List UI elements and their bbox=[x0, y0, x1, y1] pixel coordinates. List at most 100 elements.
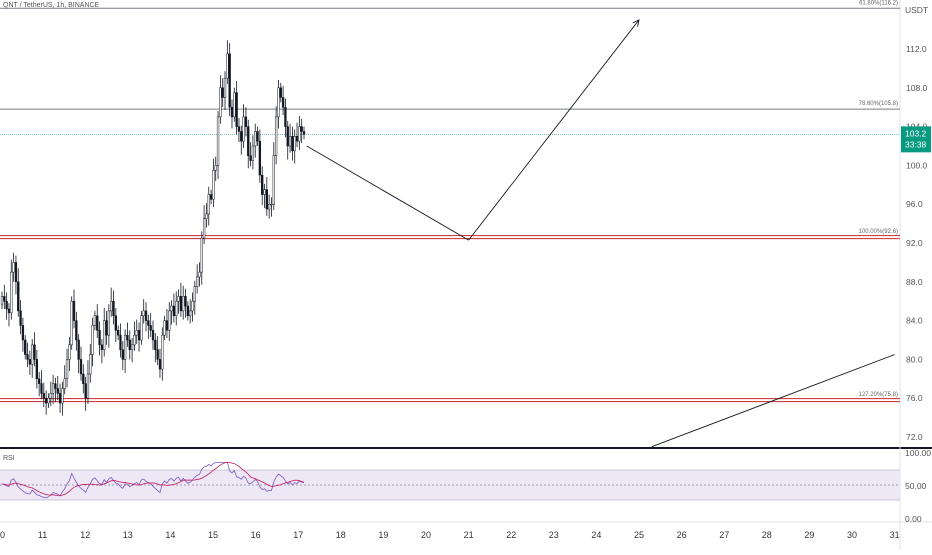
candle-body bbox=[61, 388, 64, 404]
candle-body bbox=[221, 87, 224, 98]
candle-body bbox=[77, 339, 80, 360]
candle-body bbox=[28, 359, 32, 365]
candle-body bbox=[191, 300, 194, 312]
x-tick-label: 24 bbox=[591, 530, 601, 540]
candle-body bbox=[168, 310, 171, 331]
candle-body bbox=[302, 131, 306, 135]
candle-body bbox=[107, 310, 111, 336]
candle-body bbox=[172, 305, 176, 316]
candle-body bbox=[14, 262, 18, 283]
projection-arrowhead bbox=[632, 19, 640, 27]
candle-body bbox=[112, 300, 115, 317]
candle-body bbox=[223, 77, 227, 98]
candle-body bbox=[247, 126, 250, 156]
projection-line bbox=[306, 145, 469, 241]
candle-body bbox=[79, 359, 83, 375]
candle-body bbox=[161, 334, 164, 370]
candle-body bbox=[151, 330, 155, 341]
candle-body bbox=[251, 145, 255, 161]
candle-body bbox=[291, 136, 294, 152]
x-tick-label: 10 bbox=[0, 530, 5, 540]
candle-body bbox=[119, 334, 122, 350]
candle-body bbox=[40, 383, 43, 394]
candle-body bbox=[244, 116, 248, 127]
candle-body bbox=[263, 189, 266, 195]
candle-body bbox=[75, 320, 78, 341]
y-tick-label: 88.0 bbox=[906, 277, 923, 287]
candle-body bbox=[242, 116, 245, 142]
candle-body bbox=[286, 126, 289, 147]
candle-body bbox=[249, 155, 252, 161]
candle-body bbox=[228, 53, 231, 108]
candle-body bbox=[212, 170, 215, 200]
x-tick-label: 23 bbox=[549, 530, 559, 540]
x-tick-label: 11 bbox=[38, 530, 47, 540]
rsi-tick-label: 100.00 bbox=[905, 448, 931, 458]
candle-body bbox=[128, 339, 131, 350]
x-tick-label: 19 bbox=[378, 530, 388, 540]
fib-level-label: 100.00%(92.6) bbox=[859, 229, 898, 235]
candle-body bbox=[200, 237, 203, 273]
candle-body bbox=[5, 300, 8, 310]
candle-body bbox=[84, 383, 87, 399]
candle-body bbox=[144, 310, 148, 321]
candle-body bbox=[156, 349, 159, 360]
candle-body bbox=[277, 87, 280, 118]
candle-body bbox=[12, 262, 15, 273]
candle-body bbox=[261, 174, 264, 195]
x-tick-label: 18 bbox=[336, 530, 346, 540]
candle-body bbox=[154, 339, 157, 350]
candle-body bbox=[0, 296, 4, 305]
fib-level-label: 61.80%(116.2) bbox=[859, 0, 898, 6]
candle-body bbox=[214, 165, 217, 171]
candle-body bbox=[226, 53, 229, 79]
candle-body bbox=[209, 194, 213, 200]
projection-line bbox=[468, 19, 640, 241]
candle-body bbox=[17, 281, 20, 312]
y-tick-label: 96.0 bbox=[906, 199, 923, 209]
y-tick-label: 108.0 bbox=[906, 83, 928, 93]
fib-level-label: 78.60%(105.8) bbox=[859, 101, 898, 107]
candle-body bbox=[149, 325, 152, 331]
candle-body bbox=[184, 296, 187, 307]
x-tick-label: 29 bbox=[804, 530, 814, 540]
candle-body bbox=[82, 373, 85, 384]
symbol-title: QNT / TetherUS, 1h, BINANCE bbox=[3, 2, 100, 9]
candle-body bbox=[103, 320, 106, 350]
candle-body bbox=[147, 320, 150, 326]
candle-body bbox=[256, 131, 259, 142]
candle-body bbox=[63, 378, 66, 389]
candle-body bbox=[240, 131, 243, 142]
candle-body bbox=[130, 344, 134, 350]
candle-body bbox=[230, 106, 234, 118]
candle-body bbox=[24, 339, 27, 355]
candle-body bbox=[202, 218, 206, 239]
x-tick-label: 22 bbox=[506, 530, 516, 540]
candle-body bbox=[235, 92, 238, 127]
x-tick-label: 20 bbox=[421, 530, 431, 540]
candle-body bbox=[54, 383, 57, 389]
candle-body bbox=[110, 300, 113, 312]
x-tick-label: 31 bbox=[890, 530, 900, 540]
price-badge bbox=[901, 126, 931, 153]
candle-body bbox=[165, 320, 169, 331]
x-tick-label: 13 bbox=[123, 530, 133, 540]
rsi-ma-line bbox=[1, 462, 305, 496]
candle-body bbox=[158, 359, 162, 370]
candle-body bbox=[265, 189, 268, 210]
rsi-line bbox=[1, 462, 305, 499]
candle-body bbox=[3, 296, 6, 302]
candle-body bbox=[205, 213, 208, 219]
y-tick-label: 100.0 bbox=[906, 160, 928, 170]
x-tick-label: 27 bbox=[719, 530, 729, 540]
candle-body bbox=[163, 320, 166, 336]
candle-body bbox=[198, 271, 201, 278]
candle-body bbox=[42, 393, 45, 399]
rsi-tick-label: 0.00 bbox=[905, 514, 922, 524]
candle-body bbox=[51, 383, 55, 394]
candle-body bbox=[189, 310, 192, 316]
candle-body bbox=[237, 126, 241, 132]
candle-body bbox=[233, 92, 236, 118]
